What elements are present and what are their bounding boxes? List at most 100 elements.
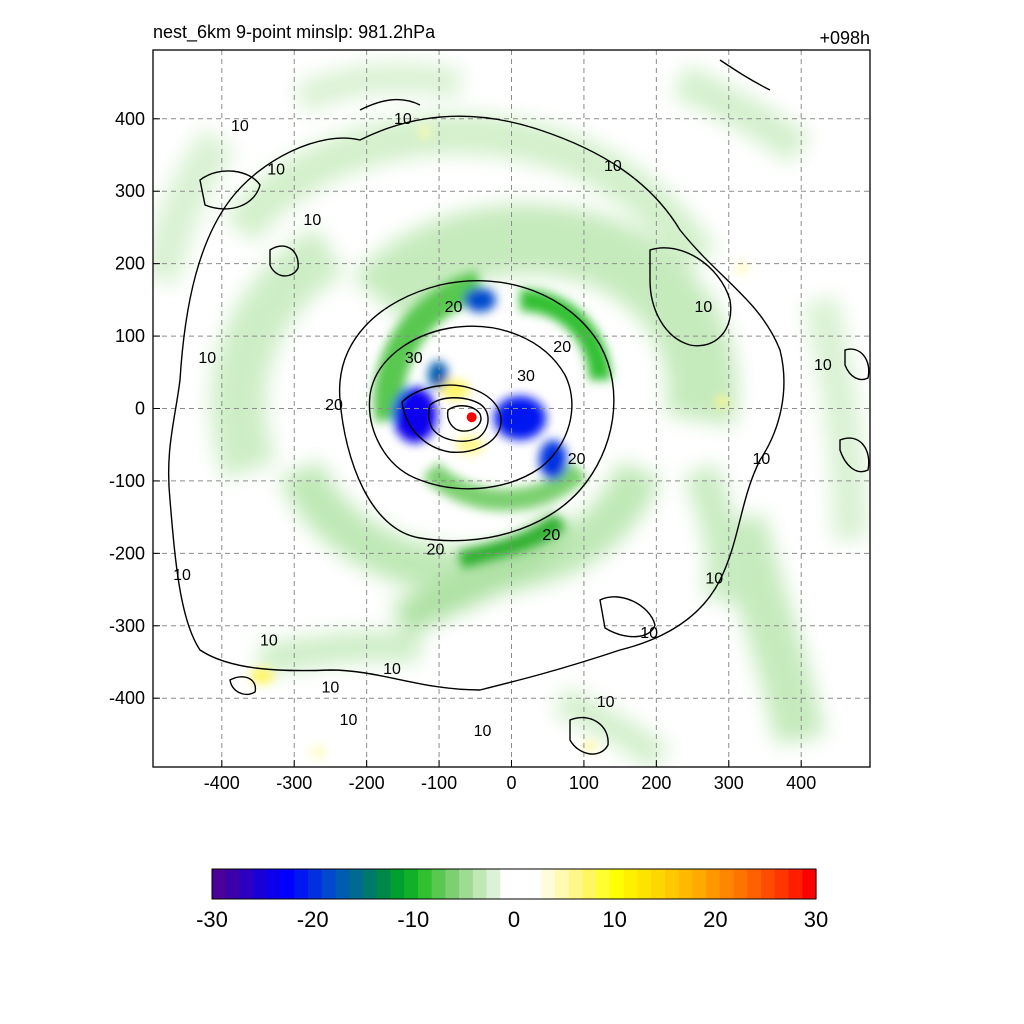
- y-tick-label: -400: [109, 688, 145, 708]
- colorbar-tick-label: -20: [297, 907, 329, 932]
- contour-label: 10: [695, 299, 713, 316]
- colorbar-swatch: [788, 869, 803, 899]
- colorbar-swatch: [651, 869, 666, 899]
- colorbar-swatch: [266, 869, 282, 899]
- colorbar-swatch: [335, 869, 350, 899]
- contour-label: 10: [322, 679, 340, 696]
- colorbar-swatch: [404, 869, 419, 899]
- colorbar-swatch: [692, 869, 707, 899]
- contour-label: 20: [568, 451, 586, 468]
- colorbar-swatch: [665, 869, 680, 899]
- colorbar-tick-label: 10: [602, 907, 626, 932]
- colorbar-swatch: [706, 869, 721, 899]
- contour-label: 10: [597, 694, 615, 711]
- colorbar-swatch: [514, 869, 529, 899]
- colorbar-frame: [211, 868, 817, 900]
- contour-label: 10: [383, 661, 401, 678]
- contour-label: 10: [303, 212, 321, 229]
- colorbar-swatch: [321, 869, 337, 899]
- contour-label: 20: [542, 527, 560, 544]
- colorbar-swatch: [280, 869, 295, 899]
- contour-label: 10: [752, 451, 770, 468]
- y-tick-label: 200: [115, 254, 145, 274]
- colorbar-swatch: [747, 869, 762, 899]
- contour-label: 10: [604, 158, 622, 175]
- x-tick-label: 200: [641, 773, 671, 793]
- contour-label: 10: [640, 625, 658, 642]
- y-tick-label: 300: [115, 181, 145, 201]
- y-axis: 400 300 200 100 0 -100 -200 -300 -400: [109, 109, 160, 708]
- colorbar-swatch: [610, 869, 625, 899]
- y-tick-label: -100: [109, 471, 145, 491]
- x-tick-label: 0: [506, 773, 516, 793]
- colorbar-swatch: [486, 869, 501, 899]
- colorbar-swatch: [678, 869, 694, 899]
- colorbar-swatch: [541, 869, 556, 899]
- colorbar-tick-label: -30: [196, 907, 228, 932]
- contour-label: 10: [173, 567, 191, 584]
- colorbar-swatch: [527, 869, 543, 899]
- contour-label: 10: [231, 118, 249, 135]
- colorbar-swatch: [212, 869, 227, 899]
- x-tick-label: -400: [204, 773, 240, 793]
- contour-label: 10: [267, 162, 285, 179]
- colorbar-swatch: [637, 869, 652, 899]
- chart-title: nest_6km 9-point minslp: 981.2hPa: [153, 22, 436, 43]
- colorbar-swatch: [239, 869, 254, 899]
- colorbar-swatch: [596, 869, 611, 899]
- contour-label: 20: [445, 299, 463, 316]
- colorbar-swatch: [294, 869, 309, 899]
- colorbar-tick-label: 30: [804, 907, 828, 932]
- contour-label: 10: [340, 712, 358, 729]
- x-tick-label: 300: [714, 773, 744, 793]
- colorbar-swatch: [555, 869, 570, 899]
- contour-label: 10: [198, 350, 216, 367]
- contour-lines: [167, 59, 870, 755]
- x-tick-label: -100: [421, 773, 457, 793]
- x-tick-label: 100: [569, 773, 599, 793]
- colorbar-swatch: [623, 869, 639, 899]
- contour-label: 10: [260, 632, 278, 649]
- y-tick-label: -300: [109, 616, 145, 636]
- contour-label: 30: [517, 368, 535, 385]
- contour-label: 20: [325, 397, 343, 414]
- colorbar-swatch: [472, 869, 488, 899]
- colorbar-swatch: [761, 869, 776, 899]
- contour-label: 10: [394, 111, 412, 128]
- colorbar-swatch: [774, 869, 790, 899]
- grid-lines: [153, 50, 870, 767]
- colorbar-swatch: [431, 869, 446, 899]
- contour-label: 30: [405, 350, 423, 367]
- x-tick-label: -200: [349, 773, 385, 793]
- y-tick-label: -200: [109, 543, 145, 563]
- colorbar-swatch: [363, 869, 378, 899]
- y-tick-label: 400: [115, 109, 145, 129]
- colorbar-tick-label: 0: [508, 907, 520, 932]
- colorbar-tick-label: -10: [397, 907, 429, 932]
- colorbar-swatch: [417, 869, 433, 899]
- colorbar-swatch: [500, 869, 515, 899]
- contour-label: 10: [814, 357, 832, 374]
- x-axis: -400 -300 -200 -100 0 100 200 300 400: [204, 760, 816, 793]
- colorbar-swatch: [253, 869, 268, 899]
- colorbar-swatch: [568, 869, 584, 899]
- x-tick-label: 400: [786, 773, 816, 793]
- contour-label: 20: [553, 339, 571, 356]
- colorbar-swatch: [719, 869, 735, 899]
- colorbar-swatch: [582, 869, 597, 899]
- contour-label: 10: [474, 723, 492, 740]
- colorbar-swatch: [308, 869, 323, 899]
- colorbar-swatch: [349, 869, 364, 899]
- colorbar-swatch: [376, 869, 392, 899]
- forecast-hour-label: +098h: [819, 28, 870, 48]
- contour-labels: 1010101010101010101010101010101010102020…: [173, 111, 832, 740]
- colorbar-swatch: [390, 869, 405, 899]
- y-tick-label: 100: [115, 326, 145, 346]
- colorbar-swatch: [802, 869, 817, 899]
- contour-label: 20: [427, 542, 445, 559]
- colorbar-tick-label: 20: [703, 907, 727, 932]
- y-tick-label: 0: [135, 399, 145, 419]
- x-tick-label: -300: [276, 773, 312, 793]
- colorbar-tick-labels: -30 -20 -10 0 10 20 30: [196, 907, 828, 932]
